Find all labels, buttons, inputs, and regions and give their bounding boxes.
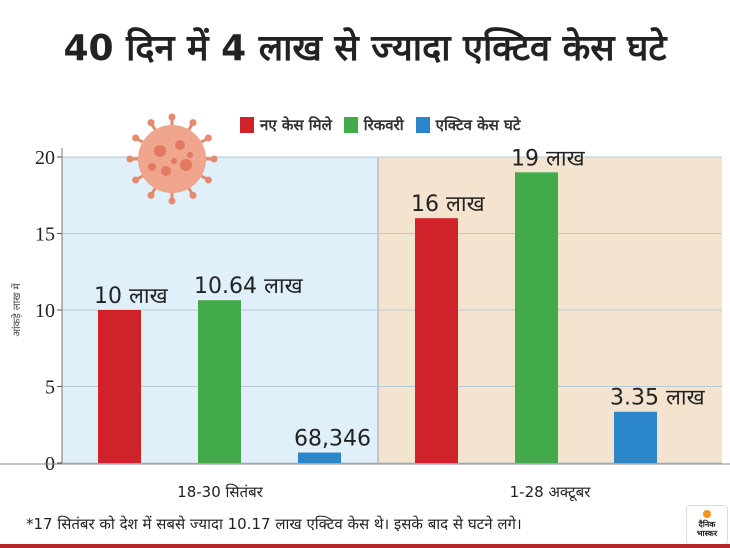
data-label: 68,346 [294,427,371,452]
page-title: 40 दिन में 4 लाख से ज्यादा एक्टिव केस घट… [63,28,667,69]
y-axis-label: आंकड़े लाख में [11,282,23,336]
legend-label-active-decrease: एक्टिव केस घटे [435,116,521,134]
y-tick-label: 15 [35,224,55,246]
legend-label-recovery: रिकवरी [363,116,404,134]
legend-swatch-new-cases [240,117,254,133]
logo-text: दैनिक [698,520,716,529]
data-label: 16 लाख [411,192,486,217]
y-tick-label: 20 [35,147,55,169]
y-tick-label: 5 [45,377,55,399]
bar-2-1 [614,411,657,463]
bar-0-0 [98,310,141,463]
footnote: *17 सितंबर को देश में सबसे ज्यादा 10.17 … [26,515,522,533]
bar-0-1 [415,218,458,463]
x-tick-label: 1-28 अक्टूबर [510,483,592,502]
data-label: 3.35 लाख [610,386,706,411]
bar-2-0 [298,452,341,463]
legend-swatch-active-decrease [415,117,430,133]
data-label: 10 लाख [94,284,169,309]
bar-1-1 [515,172,558,464]
footer-bar [0,544,730,548]
data-label: 19 लाख [511,146,586,171]
legend-swatch-recovery [343,117,358,133]
legend: नए केस मिले रिकवरी एक्टिव केस घटे [240,115,520,135]
bar-1-0 [198,300,241,463]
logo-text: भास्कर [696,529,718,538]
x-tick-label: 18-30 सितंबर [177,483,263,501]
data-label: 10.64 लाख [194,274,304,299]
virus-icon [126,113,218,205]
legend-label-new-cases: नए केस मिले [260,116,332,134]
dainik-bhaskar-logo: दैनिक भास्कर [686,505,728,545]
y-tick-label: 10 [35,300,55,322]
